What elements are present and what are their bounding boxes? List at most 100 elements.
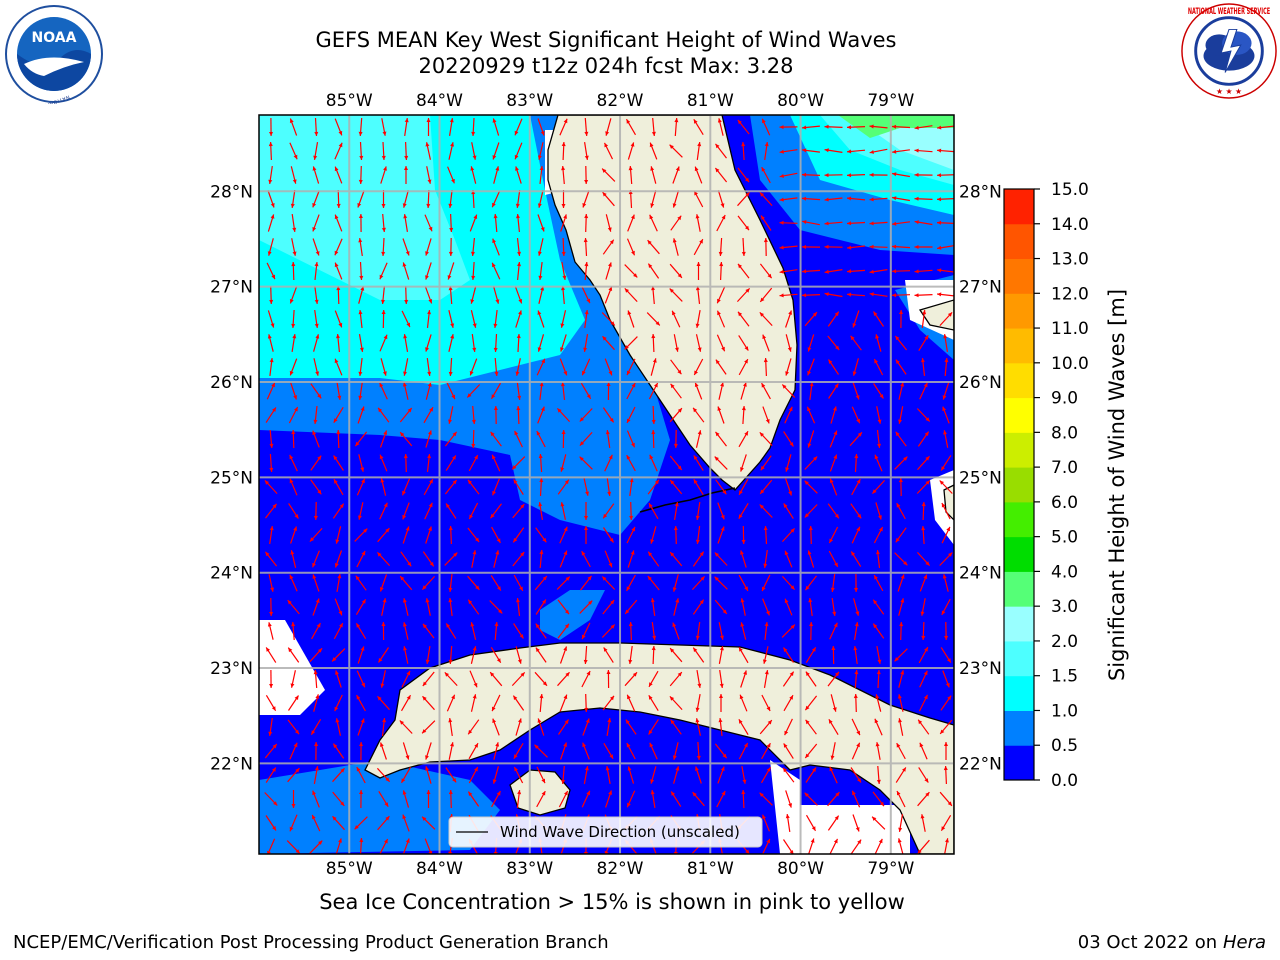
direction-arrow-head	[892, 124, 897, 129]
direction-arrow-head	[721, 346, 725, 352]
direction-arrow-head	[808, 526, 813, 531]
direction-arrow-head	[381, 204, 386, 208]
direction-arrow-head	[312, 166, 317, 171]
direction-arrow-head	[471, 275, 476, 280]
direction-arrow-head	[672, 238, 677, 243]
direction-arrow-head	[520, 672, 525, 677]
footer-date: 03 Oct 2022 on Hera	[1078, 932, 1266, 953]
direction-arrow-head	[561, 430, 566, 434]
direction-arrow-head	[942, 395, 947, 400]
direction-arrow-head	[924, 335, 929, 340]
direction-arrow-head	[877, 443, 881, 448]
colorbar-segment	[1004, 467, 1034, 503]
direction-arrow-head	[333, 418, 338, 423]
direction-arrow-head	[722, 609, 727, 614]
direction-arrow-head	[517, 262, 521, 267]
direction-arrow-head	[651, 419, 656, 424]
direction-arrow-head	[944, 358, 949, 363]
direction-arrow-head	[450, 323, 455, 328]
direction-arrow-head	[628, 622, 633, 627]
direction-arrow-head	[903, 561, 908, 566]
direction-arrow-head	[450, 742, 454, 747]
direction-arrow-head	[877, 419, 882, 424]
direction-arrow-head	[877, 659, 882, 664]
direction-arrow-head	[609, 754, 614, 759]
direction-arrow-head	[423, 623, 427, 629]
direction-arrow-head	[291, 804, 296, 808]
colorbar-tick-label: 0.0	[1051, 771, 1078, 791]
direction-arrow-head	[699, 239, 703, 244]
direction-arrow-head	[490, 431, 495, 437]
direction-arrow-head	[717, 118, 722, 123]
direction-arrow-head	[313, 155, 318, 160]
direction-arrow-head	[630, 142, 635, 147]
direction-arrow-head	[764, 670, 769, 675]
direction-arrow-head	[920, 814, 925, 819]
footer-host: Hera	[1222, 932, 1266, 953]
direction-arrow-head	[272, 503, 277, 509]
direction-arrow-head	[648, 730, 653, 735]
direction-arrow-head	[338, 130, 343, 136]
direction-arrow-head	[847, 173, 852, 178]
colorbar-segment	[1004, 640, 1034, 677]
direction-arrow-head	[697, 142, 702, 147]
direction-arrow-head	[449, 227, 454, 232]
direction-arrow-head	[340, 768, 345, 773]
direction-arrow-head	[338, 142, 343, 148]
colorbar-segment	[1004, 501, 1034, 538]
direction-arrow-head	[834, 562, 838, 567]
direction-arrow-head	[672, 587, 677, 592]
direction-arrow-head	[828, 719, 833, 724]
direction-arrow-head	[470, 299, 475, 304]
direction-arrow-head	[382, 598, 387, 603]
direction-arrow-head	[537, 203, 542, 208]
legend-label: Wind Wave Direction (unscaled)	[500, 823, 740, 841]
direction-arrow-head	[874, 575, 878, 580]
direction-arrow-head	[425, 251, 429, 256]
direction-arrow-head	[869, 197, 874, 202]
direction-arrow-head	[428, 430, 432, 435]
direction-arrow-head	[762, 334, 767, 339]
direction-arrow-head	[651, 646, 656, 651]
direction-arrow-head	[583, 659, 588, 664]
direction-arrow-head	[380, 742, 384, 747]
direction-arrow-head	[290, 203, 295, 208]
lat-label-right: 26°N	[959, 373, 1002, 393]
direction-arrow-head	[607, 227, 612, 232]
direction-arrow-head	[948, 552, 953, 557]
direction-arrow-head	[874, 359, 878, 364]
colorbar-segment	[1004, 397, 1034, 433]
direction-arrow-head	[425, 347, 429, 352]
direction-arrow-head	[722, 753, 727, 759]
direction-arrow-head	[359, 155, 364, 160]
direction-arrow-head	[714, 456, 719, 461]
direction-arrow-head	[311, 730, 316, 735]
direction-arrow-head	[582, 370, 586, 376]
direction-arrow-head	[651, 334, 656, 339]
direction-arrow-head	[790, 585, 795, 590]
direction-arrow-head	[897, 838, 902, 843]
direction-arrow-head	[452, 455, 456, 460]
direction-arrow-head	[269, 684, 274, 688]
direction-arrow-head	[584, 766, 589, 771]
direction-arrow-head	[517, 790, 522, 795]
direction-arrow-head	[789, 442, 794, 447]
direction-arrow-head	[426, 118, 431, 122]
direction-arrow-head	[811, 647, 816, 652]
direction-arrow-head	[941, 503, 946, 508]
direction-arrow-head	[561, 779, 566, 784]
direction-arrow-head	[309, 537, 315, 542]
direction-arrow-head	[802, 125, 807, 130]
colorbar-segment	[1004, 675, 1034, 711]
direction-arrow-head	[312, 562, 316, 568]
direction-arrow-head	[269, 467, 274, 472]
direction-arrow-head	[541, 358, 545, 364]
nws-logo: NATIONAL WEATHER SERVICE ★ ★ ★	[1181, 3, 1277, 99]
direction-arrow-head	[941, 826, 946, 831]
direction-arrow-head	[879, 394, 884, 399]
direction-arrow-head	[811, 826, 816, 831]
direction-arrow-head	[383, 430, 387, 435]
direction-arrow-head	[316, 623, 321, 628]
direction-arrow-head	[715, 431, 720, 437]
direction-arrow-head	[900, 382, 905, 387]
